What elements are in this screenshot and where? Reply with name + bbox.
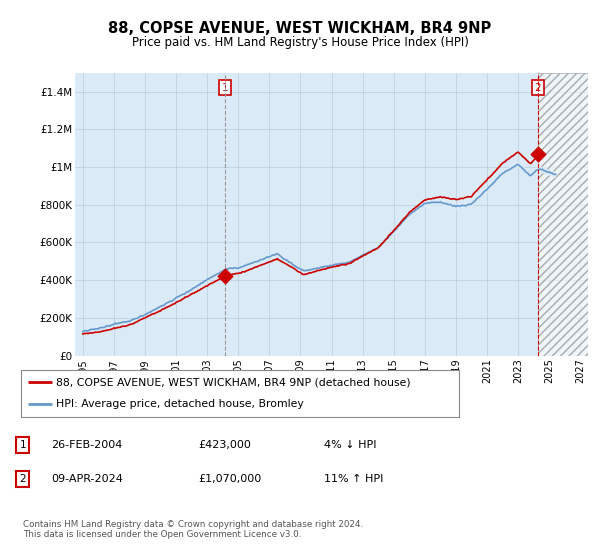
Text: £423,000: £423,000 — [198, 440, 251, 450]
Text: 09-APR-2024: 09-APR-2024 — [51, 474, 123, 484]
Text: 4% ↓ HPI: 4% ↓ HPI — [324, 440, 377, 450]
Text: 1: 1 — [222, 83, 229, 93]
Bar — [538, 73, 588, 356]
Text: 2: 2 — [19, 474, 26, 484]
Text: HPI: Average price, detached house, Bromley: HPI: Average price, detached house, Brom… — [56, 399, 304, 409]
Text: 1: 1 — [19, 440, 26, 450]
Bar — [538, 73, 588, 356]
Point — [533, 150, 542, 158]
FancyBboxPatch shape — [21, 370, 459, 417]
Text: £1,070,000: £1,070,000 — [198, 474, 261, 484]
Point — [220, 272, 230, 281]
Text: 88, COPSE AVENUE, WEST WICKHAM, BR4 9NP (detached house): 88, COPSE AVENUE, WEST WICKHAM, BR4 9NP … — [56, 377, 410, 388]
Text: 26-FEB-2004: 26-FEB-2004 — [51, 440, 122, 450]
Bar — [538, 73, 588, 356]
Text: Price paid vs. HM Land Registry's House Price Index (HPI): Price paid vs. HM Land Registry's House … — [131, 36, 469, 49]
Text: 88, COPSE AVENUE, WEST WICKHAM, BR4 9NP: 88, COPSE AVENUE, WEST WICKHAM, BR4 9NP — [109, 21, 491, 36]
Text: 2: 2 — [535, 83, 541, 93]
Text: 11% ↑ HPI: 11% ↑ HPI — [324, 474, 383, 484]
Text: Contains HM Land Registry data © Crown copyright and database right 2024.
This d: Contains HM Land Registry data © Crown c… — [23, 520, 363, 539]
